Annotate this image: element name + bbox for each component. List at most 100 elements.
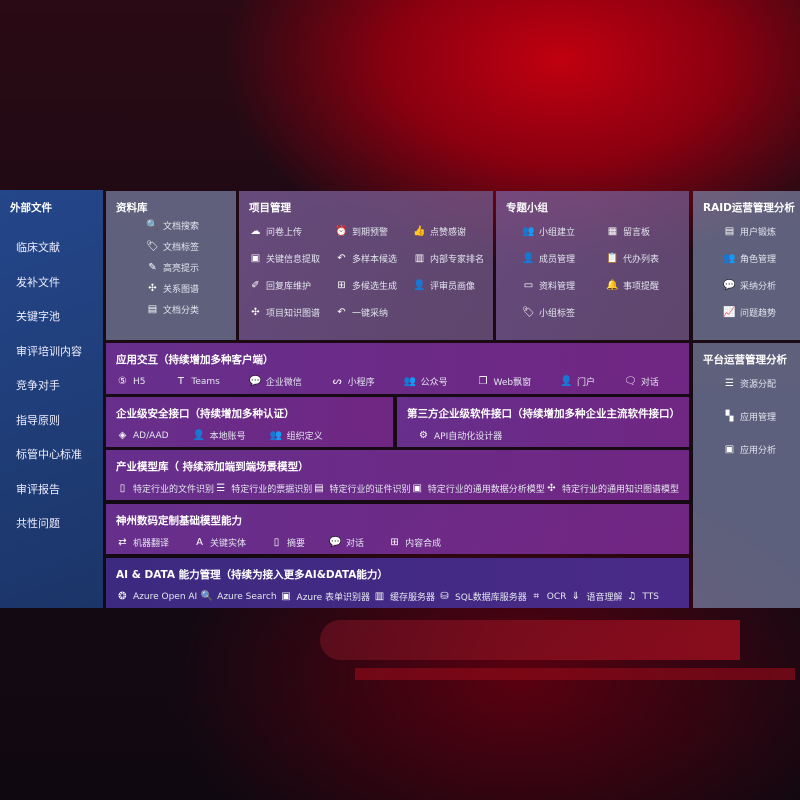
item-label: API自动化设计器 (434, 432, 503, 442)
group-item[interactable]: ▦ 留言板 (606, 225, 686, 238)
external-item[interactable]: 发补文件 (16, 275, 60, 289)
library-item[interactable]: ✣ 关系图谱 (146, 282, 226, 295)
item-label: 应用分析 (740, 446, 777, 456)
project-item[interactable]: 👍 点赞感谢 (413, 225, 493, 238)
ai-item[interactable]: ⛁ SQL数据库服务器 (438, 590, 527, 603)
tag-icon: 🏷 (146, 241, 159, 252)
external-item[interactable]: 标管中心标准 (16, 448, 82, 461)
project-item[interactable]: ↶ 多样本候选 (335, 252, 413, 265)
app-item[interactable]: 💬 企业微信 (249, 375, 302, 388)
group-item[interactable]: 📋 代办列表 (606, 252, 686, 265)
panel-title: RAID运营管理分析 (703, 202, 795, 214)
pen-icon: ✎ (148, 262, 157, 273)
ai-item[interactable]: ▣ Azure 表单识别器 (280, 590, 371, 603)
bell-icon: 🔔 (606, 280, 619, 291)
raid-item[interactable]: 👥 角色管理 (723, 252, 790, 265)
group-item[interactable]: 🔔 事项提醒 (606, 279, 686, 292)
ai-item[interactable]: ▥ 缓存服务器 (373, 590, 435, 603)
decor-shape (320, 620, 740, 660)
app-item[interactable]: ⑤ H5 (116, 376, 145, 387)
html5-icon: ⑤ (118, 376, 127, 387)
ai-item[interactable]: ♫ TTS (625, 591, 659, 602)
project-item[interactable]: 👤 评审员画像 (413, 279, 493, 292)
security-item[interactable]: 👥 组织定义 (270, 429, 323, 442)
item-label: TTS (642, 591, 659, 602)
project-item[interactable]: ⏰ 到期预警 (335, 225, 413, 238)
raid-panel: RAID运营管理分析 ▤ 用户锻炼 👥 角色管理 💬 采纳分析 📈 问题趋势 (693, 191, 800, 340)
wechat-icon: 💬 (249, 376, 262, 387)
ranking-icon: ▥ (414, 253, 425, 264)
app-item[interactable]: ❐ Web飘窗 (476, 375, 532, 388)
item-label: 特定行业的通用数据分析模型 (427, 485, 545, 495)
project-item[interactable]: ✐ 回复库维护 (249, 279, 335, 292)
external-item[interactable]: 审评报告 (16, 482, 60, 496)
industry-item[interactable]: ▣ 特定行业的通用数据分析模型 (411, 482, 545, 495)
industry-item[interactable]: ▯ 特定行业的文件识别 (116, 482, 214, 495)
project-item[interactable]: ↶ 一键采纳 (335, 306, 413, 319)
ai-item[interactable]: ❂ Azure Open AI (116, 591, 197, 602)
item-label: 语音理解 (586, 593, 623, 603)
external-item[interactable]: 审评培训内容 (16, 344, 82, 358)
item-label: Azure 表单识别器 (296, 593, 371, 603)
ai-list: ❂ Azure Open AI 🔍 Azure Search ▣ Azure 表单识别器 ▥… (116, 590, 679, 603)
item-label: 文档分类 (163, 306, 200, 316)
external-item[interactable]: 临床文献 (16, 241, 60, 254)
ai-item[interactable]: 🔍 Azure Search (200, 591, 276, 602)
ai-item[interactable]: ⌗ OCR (530, 591, 566, 602)
base-item[interactable]: ▯ 摘要 (270, 536, 305, 549)
group-item[interactable]: 👥 小组建立 (522, 225, 606, 238)
raid-item[interactable]: 📈 问题趋势 (723, 306, 790, 319)
group-item[interactable]: ▭ 资料管理 (522, 279, 606, 292)
item-label: 特定行业的票据识别 (231, 485, 313, 495)
teams-icon: T (177, 376, 184, 387)
project-item[interactable]: ✣ 项目知识图谱 (249, 306, 335, 319)
app-item[interactable]: T Teams (174, 376, 220, 387)
base-item[interactable]: A 关键实体 (193, 536, 246, 549)
project-item[interactable]: ☁ 问卷上传 (249, 225, 335, 238)
app-item[interactable]: 👥 公众号 (404, 375, 448, 388)
raid-item[interactable]: ▤ 用户锻炼 (723, 225, 790, 238)
security-item[interactable]: 👤 本地账号 (193, 429, 246, 442)
item-label: AD/AAD (133, 430, 169, 441)
industry-item[interactable]: ▤ 特定行业的证件识别 (312, 482, 410, 495)
external-item[interactable]: 指导原则 (16, 413, 60, 427)
ai-item[interactable]: ⇓ 语音理解 (569, 590, 623, 603)
app-item[interactable]: 🗨 对话 (624, 375, 659, 388)
platform-item[interactable]: ▚ 应用管理 (723, 410, 790, 423)
thirdparty-item[interactable]: ⚙ API自动化设计器 (417, 429, 502, 442)
platform-item[interactable]: ☰ 资源分配 (723, 377, 790, 390)
industry-item[interactable]: ✣ 特定行业的通用知识图谱模型 (545, 482, 679, 495)
app-item[interactable]: 👤 门户 (560, 375, 595, 388)
library-list: 🔍 文档搜索 🏷 文档标签 ✎ 高亮提示 ✣ 关系图谱 ▤ 文档分类 (146, 219, 226, 316)
project-item[interactable]: ⊞ 多候选生成 (335, 279, 413, 292)
form-recognizer-icon: ▣ (281, 591, 291, 602)
group-list: 👥 小组建立 ▦ 留言板 👤 成员管理 📋 代办列表 ▭ 资料管理 🔔 事项提醒 🏷 小组标签 (522, 225, 679, 319)
speech-icon: ⇓ (571, 591, 581, 602)
panel-title: 平台运营管理分析 (703, 354, 787, 366)
external-item[interactable]: 共性问题 (16, 517, 60, 530)
external-item[interactable]: 竞争对手 (16, 379, 60, 392)
base-item[interactable]: ⇄ 机器翻译 (116, 536, 169, 549)
thirdparty-list: ⚙ API自动化设计器 (417, 429, 679, 442)
search-doc-icon: 🔍 (200, 591, 213, 602)
app-item[interactable]: ᔕ 小程序 (331, 375, 375, 388)
item-label: 对话 (346, 539, 365, 549)
library-item[interactable]: 🔍 文档搜索 (146, 219, 226, 232)
raid-item[interactable]: 💬 采纳分析 (723, 279, 790, 292)
base-item[interactable]: ⊞ 内容合成 (388, 536, 441, 549)
alarm-icon: ⏰ (335, 226, 348, 237)
project-item[interactable]: ▥ 内部专家排名 (413, 252, 493, 265)
library-item[interactable]: ▤ 文档分类 (146, 303, 226, 316)
platform-item[interactable]: ▣ 应用分析 (723, 443, 790, 456)
external-item[interactable]: 关键字池 (16, 310, 60, 323)
library-item[interactable]: 🏷 文档标签 (146, 240, 226, 253)
industry-item[interactable]: ☰ 特定行业的票据识别 (214, 482, 312, 495)
library-item[interactable]: ✎ 高亮提示 (146, 261, 226, 274)
item-label: 特定行业的通用知识图谱模型 (561, 485, 679, 495)
project-item[interactable]: ▣ 关键信息提取 (249, 252, 335, 265)
base-item[interactable]: 💬 对话 (329, 536, 364, 549)
group-item[interactable]: 🏷 小组标签 (522, 306, 606, 319)
group-item[interactable]: 👤 成员管理 (522, 252, 606, 265)
security-item[interactable]: ◈ AD/AAD (116, 430, 169, 441)
item-label: 内容合成 (405, 539, 442, 549)
